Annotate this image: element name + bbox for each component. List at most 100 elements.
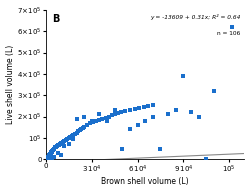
Y-axis label: Live shell volume (L): Live shell volume (L) xyxy=(6,45,15,124)
Point xyxy=(113,109,117,112)
Point xyxy=(73,132,77,135)
Text: B: B xyxy=(52,14,59,24)
Point xyxy=(47,154,51,157)
Point xyxy=(46,155,50,158)
Point xyxy=(72,133,76,136)
Point xyxy=(166,113,170,116)
Point xyxy=(88,121,92,124)
Point xyxy=(189,111,193,114)
Point xyxy=(104,116,108,119)
Point xyxy=(51,149,55,152)
Point xyxy=(44,158,48,161)
Point xyxy=(61,141,65,144)
Point xyxy=(57,143,61,146)
Point xyxy=(158,147,162,150)
Point xyxy=(48,153,52,156)
Point xyxy=(128,109,132,112)
Point xyxy=(47,153,51,156)
Point xyxy=(47,158,51,161)
Point xyxy=(58,143,62,146)
Point xyxy=(46,158,50,161)
Point xyxy=(62,140,66,143)
Point xyxy=(136,123,140,127)
Point xyxy=(142,105,146,108)
X-axis label: Brown shell volume (L): Brown shell volume (L) xyxy=(102,177,189,186)
Point xyxy=(60,141,64,144)
Point xyxy=(197,115,201,118)
Point xyxy=(45,158,49,161)
Point xyxy=(45,157,49,160)
Point xyxy=(48,152,52,155)
Point xyxy=(182,74,186,78)
Point xyxy=(204,158,208,161)
Point xyxy=(45,158,49,161)
Point xyxy=(48,152,52,155)
Point xyxy=(46,158,50,161)
Point xyxy=(68,135,72,138)
Point xyxy=(47,158,51,161)
Point xyxy=(52,147,56,150)
Point xyxy=(45,158,49,161)
Point xyxy=(51,148,55,151)
Point xyxy=(91,120,95,123)
Point xyxy=(100,117,104,120)
Text: y = -13609 + 0.31x; R² = 0.64: y = -13609 + 0.31x; R² = 0.64 xyxy=(150,14,240,20)
Point xyxy=(65,137,69,141)
Point xyxy=(56,144,60,147)
Point xyxy=(49,151,53,154)
Point xyxy=(151,103,155,106)
Point xyxy=(67,143,71,146)
Point xyxy=(52,156,56,159)
Point xyxy=(50,150,54,153)
Point xyxy=(151,115,155,118)
Point xyxy=(44,158,48,161)
Point xyxy=(98,113,102,116)
Point xyxy=(46,156,50,159)
Point xyxy=(110,114,114,117)
Point xyxy=(45,156,49,159)
Point xyxy=(98,118,102,121)
Point xyxy=(55,145,59,148)
Point xyxy=(82,115,86,118)
Point xyxy=(64,138,68,142)
Point xyxy=(230,26,234,29)
Point xyxy=(52,147,56,151)
Point xyxy=(78,129,82,132)
Point xyxy=(48,157,52,160)
Text: n = 106: n = 106 xyxy=(217,31,240,36)
Point xyxy=(58,142,62,145)
Point xyxy=(49,158,53,161)
Point xyxy=(44,158,48,161)
Point xyxy=(74,117,78,120)
Point xyxy=(72,137,76,141)
Point xyxy=(132,108,136,111)
Point xyxy=(119,111,123,114)
Point xyxy=(50,150,54,153)
Point xyxy=(56,144,60,147)
Point xyxy=(45,158,49,161)
Point xyxy=(53,146,57,149)
Point xyxy=(79,128,83,131)
Point xyxy=(137,107,141,110)
Point xyxy=(46,158,50,161)
Point xyxy=(45,157,49,160)
Point xyxy=(106,115,110,118)
Point xyxy=(46,158,50,161)
Point xyxy=(48,158,52,161)
Point xyxy=(94,119,98,122)
Point xyxy=(113,113,117,116)
Point xyxy=(70,134,74,137)
Point xyxy=(174,109,178,112)
Point xyxy=(85,123,89,127)
Point xyxy=(123,110,127,113)
Point xyxy=(50,149,54,152)
Point xyxy=(45,158,49,161)
Point xyxy=(120,147,124,150)
Point xyxy=(59,142,63,145)
Point xyxy=(143,119,147,122)
Point xyxy=(90,119,94,122)
Point xyxy=(47,158,51,161)
Point xyxy=(116,112,120,115)
Point xyxy=(62,145,66,148)
Point xyxy=(46,155,50,158)
